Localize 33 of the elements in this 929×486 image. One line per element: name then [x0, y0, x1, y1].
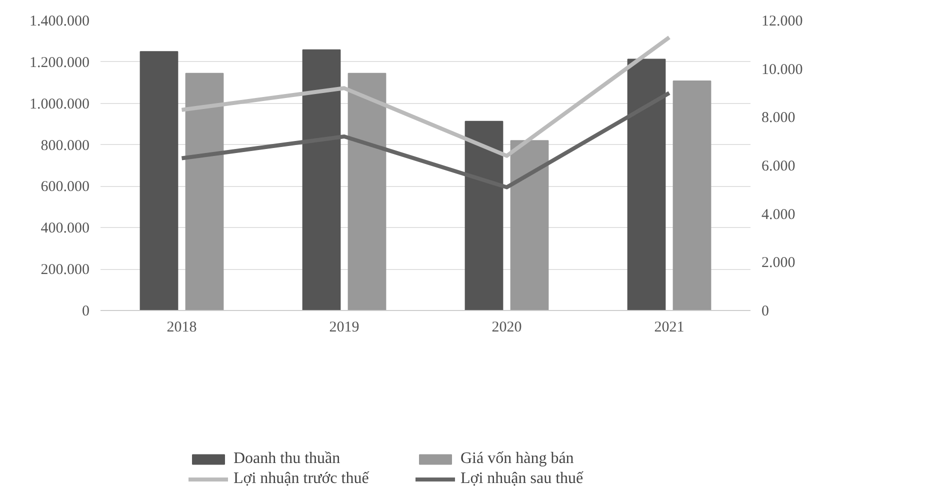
y-tick-label: 800.000	[40, 138, 90, 154]
bar	[672, 80, 712, 310]
y-tick-label: 1.200.000	[30, 54, 90, 71]
y-tick-label: 1.400.000	[30, 14, 90, 30]
y-tick-label: 200.000	[40, 262, 90, 278]
y2-tick-label: 6.000	[762, 158, 796, 174]
x-tick-label: 2019	[329, 320, 360, 336]
bar	[510, 140, 549, 310]
bar	[140, 51, 178, 310]
legend-label: Giá vốn hàng bán	[460, 450, 575, 468]
legend-label: Lợi nhuận sau thuế	[460, 470, 584, 486]
x-tick-label: 2018	[166, 320, 197, 336]
line-series	[180, 35, 672, 158]
y2-tick-label: 10.000	[762, 62, 803, 78]
bar	[464, 120, 504, 310]
x-tick-label: 2021	[654, 320, 684, 336]
y2-tick-label: 8.000	[762, 110, 796, 126]
y-tick-label: 0	[82, 304, 90, 320]
y2-tick-label: 12.000	[762, 14, 803, 30]
line-series	[180, 91, 672, 190]
legend-label: Lợi nhuận trước thuế	[233, 470, 370, 486]
bar	[627, 58, 666, 310]
y-tick-label: 1.000.000	[30, 96, 90, 112]
legend-label: Doanh thu thuần	[233, 450, 342, 468]
y2-tick-label: 0	[762, 304, 769, 320]
x-tick-label: 2020	[492, 320, 522, 336]
y2-tick-label: 4.000	[762, 206, 796, 223]
y-tick-label: 400.000	[40, 220, 90, 237]
bar	[348, 72, 386, 310]
y-tick-label: 600.000	[40, 179, 90, 196]
bar	[302, 49, 341, 310]
y2-tick-label: 2.000	[762, 255, 796, 272]
bar	[185, 72, 224, 310]
